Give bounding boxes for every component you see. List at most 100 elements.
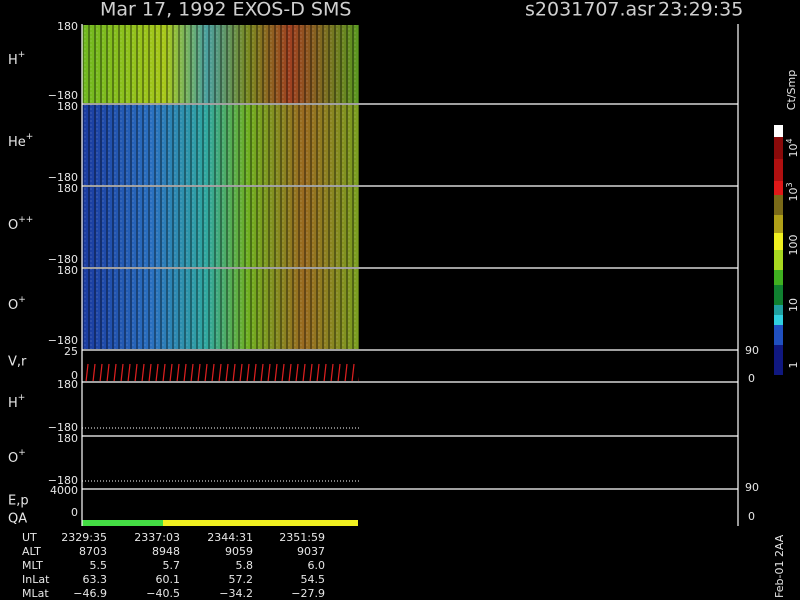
label: 180 bbox=[57, 100, 78, 113]
label: He bbox=[8, 135, 26, 150]
label: E,p bbox=[8, 494, 29, 509]
shape bbox=[82, 25, 359, 349]
label: H bbox=[8, 53, 18, 68]
shape: O+ bbox=[8, 448, 26, 466]
label: + bbox=[18, 393, 26, 403]
cell: 5.5 bbox=[90, 559, 108, 572]
row-label: ALT bbox=[22, 545, 41, 558]
shape bbox=[774, 345, 783, 375]
row-label: UT bbox=[22, 531, 37, 544]
panel-labels: H+ 180 −180 He+ 180 −180 O++ 180 −180 O+… bbox=[8, 20, 759, 527]
shape bbox=[774, 215, 783, 233]
label: + bbox=[26, 132, 34, 142]
cell: 8948 bbox=[152, 545, 180, 558]
label: −180 bbox=[48, 171, 78, 184]
cell: 8703 bbox=[79, 545, 107, 558]
shape bbox=[774, 137, 783, 159]
shape: O++ bbox=[8, 215, 33, 233]
label: 25 bbox=[64, 345, 78, 358]
label: 180 bbox=[57, 20, 78, 33]
shape bbox=[774, 195, 783, 215]
label: 4000 bbox=[50, 484, 78, 497]
shape: 103 bbox=[785, 182, 800, 201]
shape bbox=[774, 181, 783, 195]
shape: H+ bbox=[8, 393, 25, 411]
shape: O+ bbox=[8, 295, 26, 313]
label: −180 bbox=[48, 89, 78, 102]
shape bbox=[774, 305, 783, 315]
shape bbox=[774, 270, 783, 285]
label: −180 bbox=[48, 334, 78, 347]
label: 0 bbox=[71, 369, 78, 382]
frames bbox=[81, 24, 739, 526]
cell: 60.1 bbox=[156, 573, 181, 586]
label: 10 bbox=[787, 188, 800, 202]
cell: 2351:59 bbox=[279, 531, 325, 544]
shape bbox=[774, 285, 783, 305]
label: H bbox=[8, 396, 18, 411]
row-label: MLat bbox=[22, 587, 49, 600]
label: 180 bbox=[57, 182, 78, 195]
cell: 5.8 bbox=[236, 559, 254, 572]
label: 10 bbox=[787, 144, 800, 158]
label: 0 bbox=[748, 372, 755, 385]
label: 3 bbox=[785, 182, 794, 187]
orbit-table: UT 2329:35 2337:03 2344:31 2351:59 ALT 8703 894… bbox=[22, 531, 325, 600]
label: 90 bbox=[745, 344, 759, 357]
shape bbox=[774, 125, 783, 137]
spectrograms bbox=[82, 25, 360, 526]
shape: He+ bbox=[8, 132, 33, 150]
row-label: InLat bbox=[22, 573, 50, 586]
label: 180 bbox=[57, 264, 78, 277]
file-name: s2031707.asr bbox=[525, 0, 655, 21]
cell: 2344:31 bbox=[207, 531, 253, 544]
label: 100 bbox=[787, 235, 800, 256]
label: V,r bbox=[8, 355, 27, 370]
label: Ct/Smp bbox=[785, 70, 798, 110]
label: 180 bbox=[57, 432, 78, 445]
shape bbox=[774, 159, 783, 181]
cell: 9037 bbox=[297, 545, 325, 558]
shape bbox=[82, 520, 163, 526]
label: QA bbox=[8, 512, 27, 527]
label: O bbox=[8, 218, 18, 233]
cell: −27.9 bbox=[291, 587, 325, 600]
cell: 5.7 bbox=[163, 559, 181, 572]
cell: 6.0 bbox=[308, 559, 326, 572]
label: O bbox=[8, 451, 18, 466]
label: −180 bbox=[48, 474, 78, 487]
row-label: MLT bbox=[22, 559, 43, 572]
cell: 9059 bbox=[225, 545, 253, 558]
shape: 104 bbox=[785, 138, 800, 157]
label: 10 bbox=[787, 298, 800, 312]
label: 180 bbox=[57, 378, 78, 391]
footer: Feb-01 2AA bbox=[773, 534, 786, 598]
colorbar: Ct/Smp 104 103 100 10 1 bbox=[774, 70, 800, 375]
label: O bbox=[8, 298, 18, 313]
label: + bbox=[18, 448, 26, 458]
cell: −34.2 bbox=[219, 587, 253, 600]
cell: 2337:03 bbox=[134, 531, 180, 544]
label: 0 bbox=[71, 506, 78, 519]
title: Mar 17, 1992 EXOS-D SMS bbox=[100, 0, 351, 21]
shape bbox=[774, 315, 783, 325]
label: 90 bbox=[745, 481, 759, 494]
cell: −46.9 bbox=[73, 587, 107, 600]
label: 4 bbox=[785, 138, 794, 143]
label: −180 bbox=[48, 421, 78, 434]
label: 0 bbox=[748, 510, 755, 523]
cell: 54.5 bbox=[301, 573, 326, 586]
cell: −40.5 bbox=[146, 587, 180, 600]
shape bbox=[774, 325, 783, 345]
cell: 2329:35 bbox=[61, 531, 107, 544]
label: ++ bbox=[18, 215, 33, 225]
cell: 57.2 bbox=[229, 573, 254, 586]
label: −180 bbox=[48, 253, 78, 266]
shape bbox=[163, 520, 358, 526]
shape bbox=[774, 250, 783, 270]
label: + bbox=[18, 50, 26, 60]
shape bbox=[82, 355, 359, 381]
cell: 63.3 bbox=[83, 573, 108, 586]
